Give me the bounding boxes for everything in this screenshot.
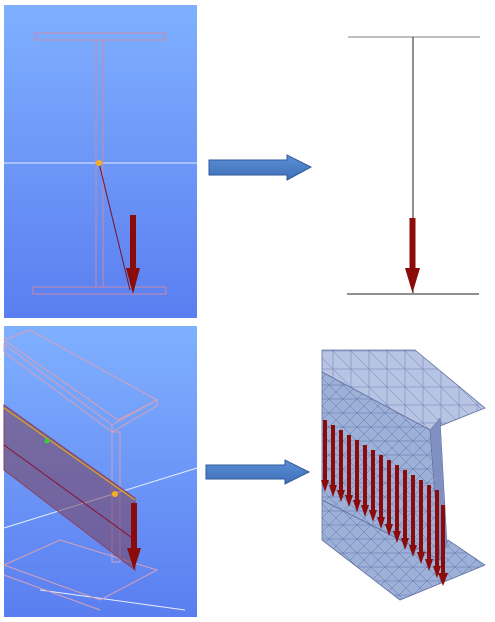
arrow [208, 154, 313, 181]
arrow [205, 459, 311, 485]
line-model [347, 36, 480, 295]
panel-3d-model [2, 326, 198, 617]
mesh-model [321, 349, 486, 601]
panel-2d-model [4, 5, 197, 318]
